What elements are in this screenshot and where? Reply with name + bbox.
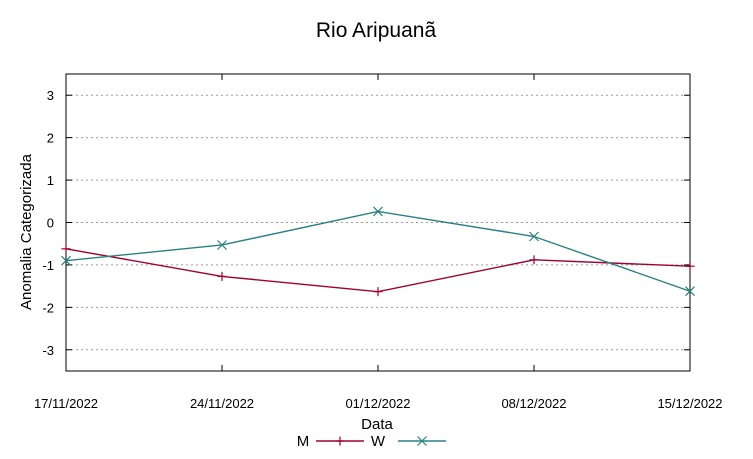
series-line-w bbox=[65, 210, 691, 292]
legend-label-m: M bbox=[297, 433, 310, 450]
data-point-w bbox=[685, 286, 695, 297]
x-tick-label: 15/12/2022 bbox=[657, 396, 722, 411]
legend-item-w: W bbox=[371, 433, 446, 450]
series-line-m bbox=[65, 248, 691, 293]
series-lines bbox=[61, 206, 695, 297]
data-point-w bbox=[61, 255, 71, 266]
data-point-m bbox=[529, 255, 539, 265]
y-tick-label: -3 bbox=[42, 343, 54, 358]
x-tick-label: 01/12/2022 bbox=[345, 396, 410, 411]
data-point-m bbox=[217, 271, 227, 281]
data-point-w bbox=[373, 206, 383, 217]
y-tick-label: -1 bbox=[42, 258, 54, 273]
x-tick-label: 17/11/2022 bbox=[34, 396, 98, 411]
y-tick-label: -2 bbox=[42, 300, 54, 315]
legend-item-m: M bbox=[297, 433, 364, 450]
legend-marker-m bbox=[335, 436, 345, 446]
data-point-m bbox=[61, 244, 71, 254]
grid-lines bbox=[66, 94, 690, 351]
axis-ticks: 3 2 1 0 -1 -2 -3 17/11/2022 24/11/2022 01/12/2022… bbox=[34, 74, 723, 411]
data-point-m bbox=[685, 261, 695, 271]
legend-label-w: W bbox=[371, 433, 386, 450]
y-tick-label: 2 bbox=[47, 131, 54, 146]
x-axis-label: Data bbox=[361, 416, 393, 433]
y-tick-label: 3 bbox=[47, 88, 54, 103]
y-tick-label: 0 bbox=[47, 216, 54, 231]
data-point-w bbox=[529, 231, 539, 242]
y-tick-label: 1 bbox=[47, 173, 54, 188]
chart-title: Rio Aripuanã bbox=[316, 19, 437, 42]
data-point-w bbox=[217, 240, 227, 250]
legend-marker-w bbox=[417, 436, 427, 446]
x-tick-label: 08/12/2022 bbox=[501, 396, 566, 411]
data-point-m bbox=[373, 287, 383, 297]
x-tick-label: 24/11/2022 bbox=[190, 396, 254, 411]
y-axis-label: Anomalia Categorizada bbox=[18, 153, 35, 310]
